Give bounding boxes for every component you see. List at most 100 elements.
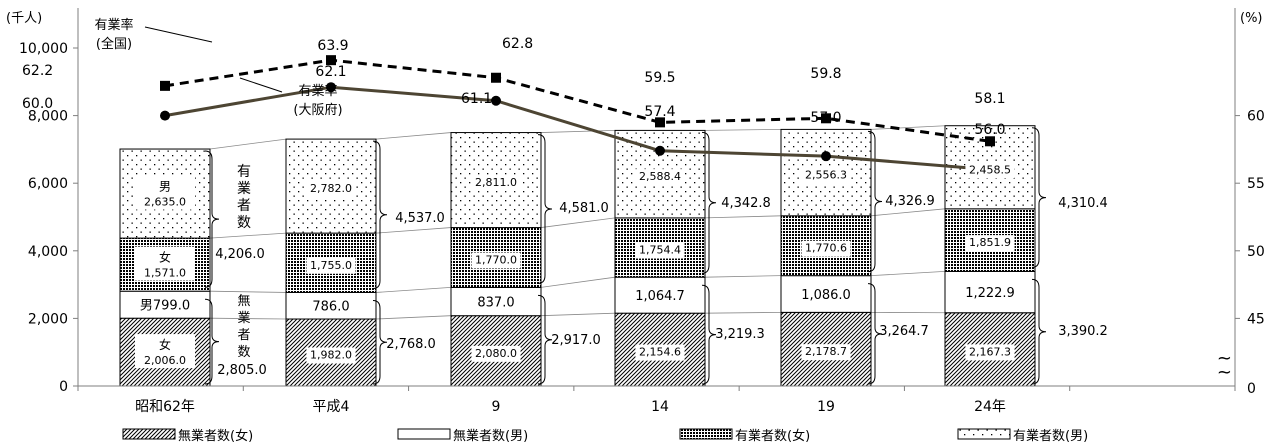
bar-label-bg <box>801 167 851 184</box>
stack-connector <box>375 132 452 140</box>
marker-osaka <box>326 82 336 93</box>
national-series-name: 有業率 <box>94 17 133 33</box>
stack-connector <box>870 271 946 277</box>
marker-osaka <box>655 145 665 156</box>
bar-label-bg <box>306 181 356 198</box>
bar-blank-5 <box>944 270 1036 314</box>
bar-label-bg <box>135 175 195 210</box>
bar-label-bg <box>471 175 521 192</box>
legend-swatch-grid <box>679 428 733 440</box>
osaka-rate-label: 57.0 <box>810 110 841 126</box>
stack-connector <box>375 287 452 293</box>
legend-swatch-dots <box>957 428 1011 440</box>
marker-national <box>655 117 665 128</box>
stack-connector <box>540 217 616 228</box>
stack-connector <box>375 227 452 234</box>
employed-total: 4,206.0 <box>215 247 265 262</box>
employed-total: 4,310.4 <box>1058 196 1108 211</box>
bar-label: 2,588.4 <box>639 170 681 183</box>
osaka-series-name: 有業率 <box>298 83 337 99</box>
marker-national <box>821 113 831 124</box>
axis-break-mark: ~ <box>1217 348 1232 369</box>
right-tick-label: 45 <box>1247 311 1265 327</box>
stack-connector <box>704 311 782 314</box>
bar-label: 2,811.0 <box>475 176 517 189</box>
bar-label: 2,782.0 <box>310 182 352 195</box>
national-rate-label: 59.5 <box>644 70 675 86</box>
stack-connector <box>540 130 616 133</box>
stack-connector <box>540 312 616 317</box>
category-label: 24年 <box>974 399 1006 415</box>
bar-label-bg <box>635 169 685 186</box>
bar-label-prefix: 女 <box>159 337 171 352</box>
osaka-rate-label: 62.1 <box>315 64 346 80</box>
bar-label-bg <box>306 257 356 274</box>
brace-jobless-0 <box>204 298 220 385</box>
bar-label: 2,458.5 <box>969 163 1011 176</box>
osaka-series-name: (大阪府) <box>293 103 342 118</box>
left-tick-label: 2,000 <box>28 311 68 327</box>
marker-osaka <box>491 95 501 106</box>
brace-caption-jobless: 者 <box>237 328 250 343</box>
bar-label-bg <box>801 344 851 361</box>
bar-label-male-jobless: 786.0 <box>312 300 349 315</box>
employed-total: 4,342.8 <box>721 196 771 211</box>
legend-label: 有業者数(女) <box>735 428 810 444</box>
marker-national <box>160 80 170 91</box>
right-tick-label: 60 <box>1247 109 1265 125</box>
brace-employed-2 <box>537 134 553 284</box>
stack-connector <box>704 215 782 219</box>
osaka-rate-label: 56.0 <box>974 122 1005 138</box>
bar-label-male-jobless: 1,086.0 <box>801 288 851 303</box>
left-tick-label: 10,000 <box>19 41 68 57</box>
left-tick-label: 4,000 <box>28 244 68 260</box>
bar-label-first-male-jobless: 男799.0 <box>140 299 190 314</box>
brace-caption-employed: 数 <box>237 215 251 231</box>
osaka-rate-label: 60.0 <box>22 96 53 112</box>
left-axis-unit: (千人) <box>6 11 42 26</box>
brace-caption-jobless: 業 <box>237 310 250 326</box>
bar-label-prefix: 男 <box>159 180 171 194</box>
bar-label-bg <box>471 345 521 362</box>
bar-label-bg <box>135 334 195 369</box>
axis-break-mark: ~ <box>1217 362 1232 383</box>
bar-label: 2,080.0 <box>475 347 517 360</box>
bar-blank-1 <box>285 291 377 320</box>
stack-connector <box>870 208 946 217</box>
bar-label-bg <box>965 235 1015 252</box>
brace-caption-jobless: 無 <box>237 294 250 309</box>
marker-national <box>985 136 995 147</box>
bar-label-bg <box>306 347 356 364</box>
brace-caption-jobless: 数 <box>237 345 250 360</box>
brace-employed-3 <box>701 131 717 274</box>
brace-caption-employed: 者 <box>237 198 251 214</box>
brace-employed-1 <box>372 140 388 289</box>
bar-label: 1,982.0 <box>310 349 352 362</box>
brace-jobless-2 <box>537 294 553 385</box>
stack-connector <box>870 125 946 130</box>
bar-label: 1,755.0 <box>310 259 352 272</box>
bar-label: 2,178.7 <box>805 345 847 358</box>
category-label: 14 <box>651 399 669 415</box>
bar-label-bg <box>965 344 1015 361</box>
bar-label: 1,754.4 <box>639 244 681 257</box>
jobless-total: 2,805.0 <box>217 363 267 378</box>
employed-total: 4,326.9 <box>885 194 935 209</box>
bar-label-bg <box>965 162 1015 179</box>
bar-label-value: 2,006.0 <box>144 354 186 367</box>
category-label: 19 <box>817 399 835 415</box>
brace-jobless-1 <box>372 299 388 385</box>
brace-caption-employed: 業 <box>237 181 251 197</box>
brace-jobless-5 <box>1031 278 1047 385</box>
left-tick-label: 8,000 <box>28 109 68 125</box>
legend-label: 無業者数(男) <box>453 428 528 444</box>
stack-connector <box>209 138 287 150</box>
bar-blank-3 <box>614 276 706 314</box>
jobless-total: 2,917.0 <box>551 333 601 348</box>
stack-connector <box>209 290 287 293</box>
national-rate-label: 58.1 <box>974 91 1005 107</box>
left-tick-label: 0 <box>59 379 68 395</box>
line-national <box>164 58 991 143</box>
bar-label-male-jobless: 837.0 <box>477 296 514 311</box>
